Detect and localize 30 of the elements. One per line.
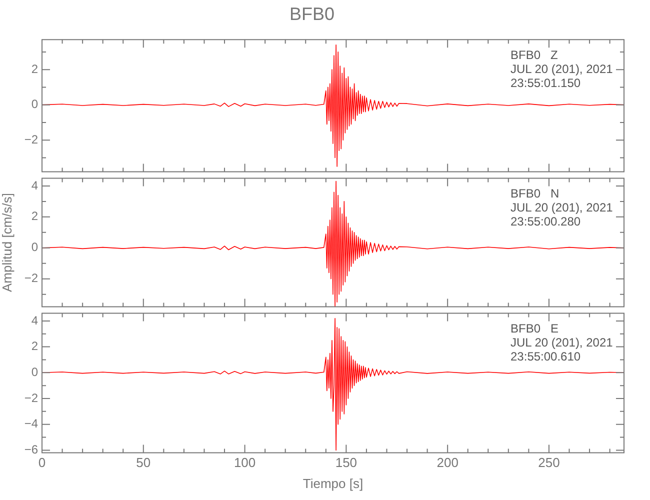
x-axis-title: Tiempo [s] (302, 476, 364, 491)
y-tick-label: −2 (24, 390, 38, 405)
chart-title: BFB0 (289, 4, 335, 24)
annotation: 23:55:00.280 (510, 214, 581, 229)
y-tick-label: 2 (31, 62, 38, 76)
annotation: BFB0 E (510, 322, 559, 336)
x-tick-label: 100 (234, 455, 256, 470)
annotation: JUL 20 (201), 2021 (510, 336, 614, 350)
annotation: JUL 20 (201), 2021 (510, 200, 614, 215)
y-tick-label: 2 (31, 209, 38, 224)
y-tick-label: 0 (31, 240, 38, 254)
y-tick-label: −2 (24, 132, 38, 146)
annotation: 23:55:00.610 (510, 350, 581, 364)
y-tick-label: 0 (31, 364, 38, 379)
x-tick-label: 150 (335, 455, 358, 470)
y-axis-title: Amplitud [cm/s/s] (0, 193, 14, 292)
y-tick-label: −2 (24, 271, 38, 286)
x-tick-label: 200 (436, 455, 458, 470)
annotation: 23:55:01.150 (510, 76, 581, 90)
y-tick-label: 4 (31, 178, 38, 192)
x-tick-label: 50 (136, 455, 151, 470)
annotation: BFB0 Z (510, 48, 558, 62)
y-tick-label: 4 (31, 313, 38, 328)
y-tick-label: −6 (24, 442, 38, 457)
annotation: BFB0 N (510, 186, 560, 201)
y-tick-label: 2 (31, 339, 38, 354)
y-tick-label: 0 (31, 97, 38, 112)
y-tick-label: −4 (24, 416, 38, 431)
x-tick-label: 250 (538, 455, 560, 470)
annotation: JUL 20 (201), 2021 (510, 62, 614, 76)
